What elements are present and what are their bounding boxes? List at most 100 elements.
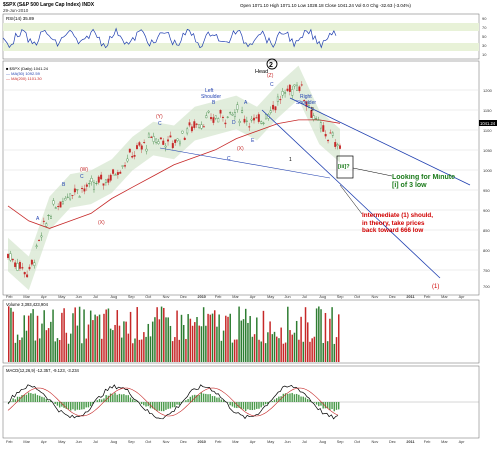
volume-bar [150,336,152,362]
volume-bar [112,330,114,362]
x-tick-label: Jul [93,295,98,299]
x-tick-label: Oct [145,440,152,444]
volume-bar [203,307,205,362]
candle-body [284,93,286,94]
volume-bar [210,315,212,362]
x-tick-label: Mar [232,295,239,299]
candle-body [241,111,243,113]
volume-bar [218,314,220,362]
volume-bar [280,328,282,362]
annot-head-wave: 2 [269,62,273,69]
candle-body [203,126,205,127]
price-tick-labels: 1200 1150 1100 1050 1000 950 900 850 800… [483,88,493,289]
x-tick-label: Dec [180,440,187,444]
current-price-label: 1041.24 [480,121,496,126]
annot-wave-1: 1 [289,157,292,163]
annot-intermediate: Intermediate (1) should, in theory, take… [362,212,440,235]
volume-bar [225,316,227,362]
macd-bar [119,394,120,402]
volume-bar [52,310,54,362]
macd-bar [165,402,166,410]
volume-bar [201,326,203,362]
volume-bar [50,322,52,362]
volume-bar [121,338,123,362]
volume-bar [322,343,324,362]
volume-bar [46,330,48,362]
volume-bar [59,340,61,362]
macd-bar [243,402,244,409]
macd-bar [187,399,188,402]
volume-bar [221,341,223,362]
x-tick-label: Mar [441,295,448,299]
volume-bar [165,317,167,362]
price-tick-1150: 1150 [483,108,492,113]
x-tick-label: May [267,295,274,299]
candle-body [213,118,215,123]
volume-bar [300,317,302,362]
volume-bar [108,309,110,362]
candle-body [217,118,219,122]
volume-bar [320,309,322,362]
volume-bar [43,310,45,362]
candle-body [179,142,181,144]
volume-bar [331,307,333,362]
volume-bar [245,309,247,362]
volume-bar [272,334,274,362]
candle-body [299,87,301,91]
volume-bar [68,344,70,362]
x-tick-label: Dec [180,295,187,299]
volume-bar [148,324,150,362]
macd-bar [46,399,47,402]
candle-body [248,127,250,128]
macd-bar [57,402,58,406]
volume-bar [99,315,101,362]
macd-bar [203,394,204,402]
volume-bar [176,311,178,362]
volume-bar [55,341,57,362]
x-tick-label: Apr [250,440,257,444]
candle-body [258,114,260,121]
volume-bar [79,307,81,362]
rsi-tick-10: 10 [482,52,487,57]
candle-body [57,206,59,207]
candle-body [65,198,67,200]
candle-body [172,143,174,148]
annot-head-z: (Z) [267,73,274,79]
candle-body [222,117,224,118]
macd-bar [97,400,98,402]
volume-bar [105,310,107,362]
candle-body [45,224,47,226]
candle-body [69,194,71,199]
macd-bar [327,402,328,408]
volume-bar [336,337,338,362]
macd-bar [74,402,75,411]
macd-bar [30,393,31,402]
macd-bar [68,402,69,409]
volume-bar [329,319,331,362]
macd-bar [101,399,102,402]
volume-bar [88,325,90,362]
volume-bar [198,326,200,362]
macd-bar [174,402,175,407]
volume-bar [132,343,134,362]
macd-bar [32,394,33,402]
macd-bar [249,402,250,410]
macd-bar [287,394,288,402]
candle-body [24,272,26,274]
price-tick-1100: 1100 [483,128,492,133]
volume-bar [70,334,72,362]
volume-bar [265,343,267,362]
x-tick-label: Feb [215,295,222,299]
volume-bar [101,339,103,362]
macd-bar [145,402,146,407]
candle-body [29,267,31,269]
annot-wave-y: (Y) [156,114,163,120]
x-tick-label: Aug [319,440,326,444]
volume-bar [167,317,169,362]
candle-body [84,189,86,191]
candle-body [53,201,55,204]
macd-bar [334,402,335,411]
x-tick-label: Apr [250,295,257,299]
price-tick-1000: 1000 [483,168,493,173]
